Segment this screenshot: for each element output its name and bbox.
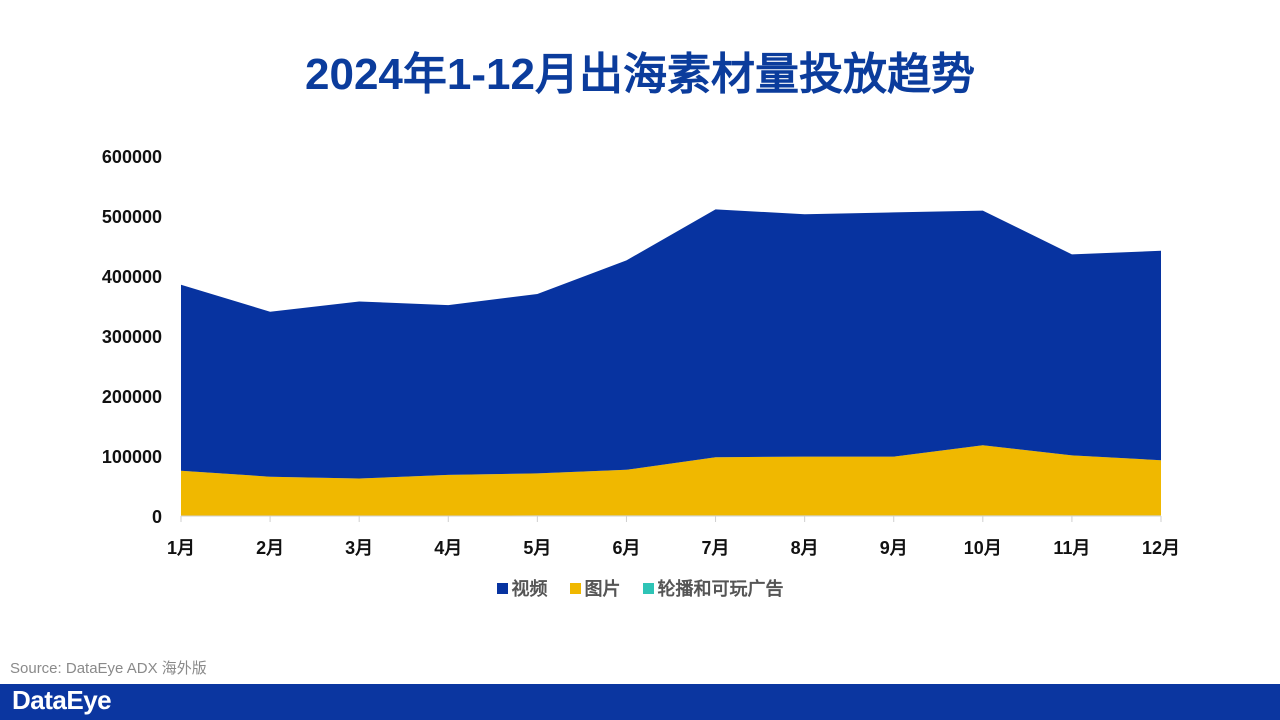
x-tick-label: 11月 [1053,538,1090,558]
page-title: 2024年1-12月出海素材量投放趋势 [305,50,975,99]
footer-bar: DataEye [0,684,1280,720]
y-tick-label: 300000 [102,327,162,347]
legend-swatch [569,582,581,594]
legend-item: 图片 [569,575,621,601]
area-series-2 [181,209,1161,479]
y-tick-label: 400000 [102,267,162,287]
x-tick-label: 4月 [434,538,462,558]
x-tick-label: 10月 [964,538,1002,558]
legend-swatch [496,582,508,594]
x-tick-label: 12月 [1142,538,1180,558]
legend-label: 图片 [584,579,621,599]
y-tick-label: 600000 [102,147,162,167]
chart-legend: 视频 图片 轮播和可玩广告 [0,575,1280,601]
y-tick-label: 500000 [102,207,162,227]
legend-swatch [642,582,654,594]
x-tick-label: 3月 [345,538,373,558]
y-tick-label: 0 [152,507,162,527]
x-tick-label: 8月 [791,538,819,558]
x-tick-label: 5月 [523,538,551,558]
x-tick-label: 2月 [256,538,284,558]
x-tick-label: 6月 [612,538,640,558]
y-tick-label: 200000 [102,387,162,407]
legend-item: 轮播和可玩广告 [642,575,784,601]
area-series-1 [181,445,1161,516]
legend-label: 视频 [511,579,548,599]
legend-label: 轮播和可玩广告 [657,579,784,599]
x-tick-label: 1月 [167,538,195,558]
legend-item: 视频 [496,575,548,601]
source-note: Source: DataEye ADX 海外版 [10,660,207,677]
brand-logo: DataEye [12,685,112,715]
x-tick-label: 7月 [702,538,730,558]
y-tick-label: 100000 [102,447,162,467]
x-tick-label: 9月 [880,538,908,558]
